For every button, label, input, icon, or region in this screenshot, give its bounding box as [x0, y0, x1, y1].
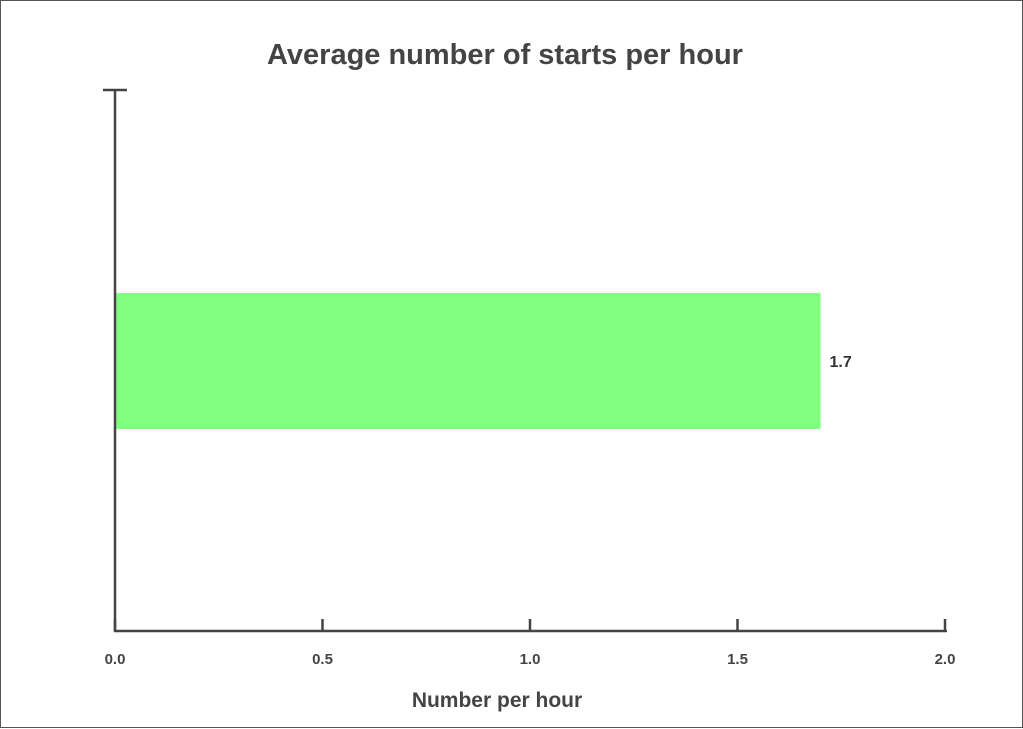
bar: [115, 293, 821, 429]
x-axis-title: Number per hour: [412, 689, 582, 712]
x-tick-label: 1.5: [727, 651, 748, 668]
x-tick-label: 0.0: [105, 651, 126, 668]
bar-value-label: 1.7: [830, 354, 852, 371]
value-labels-layer: 1.7: [830, 354, 852, 371]
x-tick-label: 0.5: [312, 651, 333, 668]
bars-layer: [115, 293, 821, 429]
chart-title: Average number of starts per hour: [267, 39, 743, 71]
x-ticks-layer: 0.0 0.5 1.0 1.5 2.0: [105, 619, 956, 668]
x-tick-label: 2.0: [935, 651, 956, 668]
x-tick-label: 1.0: [520, 651, 541, 668]
